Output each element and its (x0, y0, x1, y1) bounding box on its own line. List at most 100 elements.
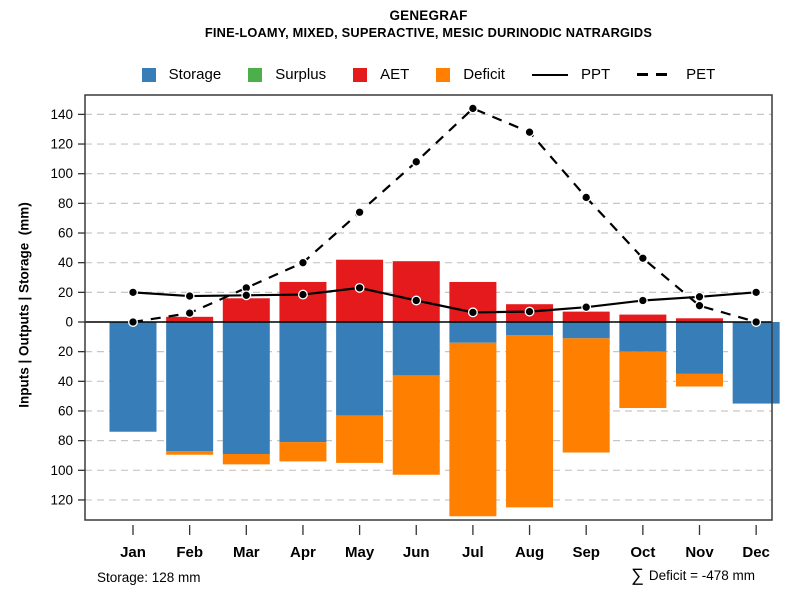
y-tick-label--20: 20 (58, 344, 73, 359)
point-ppt-mar (241, 290, 252, 301)
legend-item-ppt: PPT (531, 66, 611, 83)
plot-border (84, 94, 773, 521)
bar-aet-feb (166, 316, 214, 322)
surplus-swatch-icon (248, 67, 263, 82)
y-tick-label--60: 60 (58, 403, 73, 418)
legend: Storage Surplus AET Deficit PPT PET (85, 66, 772, 83)
title-block: GENEGRAF FINE-LOAMY, MIXED, SUPERACTIVE,… (85, 8, 772, 40)
legend-label-pet: PET (686, 66, 716, 83)
bar-aet-jun (392, 261, 440, 322)
bar-aet-mar (222, 298, 270, 322)
y-tick-label-60: 60 (58, 226, 73, 241)
y-tick-label--120: 120 (50, 492, 73, 507)
bar-deficit-apr (279, 442, 327, 462)
bar-storage-mar (222, 322, 270, 454)
legend-item-deficit: Deficit (436, 66, 505, 83)
bar-storage-oct (619, 322, 667, 352)
point-ppt-jan (128, 287, 138, 298)
chart-title: GENEGRAF (389, 8, 468, 23)
bar-storage-nov (676, 322, 723, 374)
sigma-icon: ∑ (631, 565, 644, 585)
legend-label-aet: AET (380, 66, 410, 83)
point-pet-may (354, 207, 365, 218)
point-pet-aug (524, 127, 535, 138)
point-pet-jul (467, 103, 478, 114)
point-ppt-apr (298, 289, 308, 300)
bar-storage-aug (506, 322, 554, 336)
deficit-sum-text: Deficit = -478 mm (648, 567, 755, 583)
legend-item-surplus: Surplus (248, 66, 326, 83)
x-tick-label-apr: Apr (290, 544, 316, 561)
storage-annotation: Storage: 128 mm (97, 570, 201, 585)
dashed-line-icon (637, 73, 674, 76)
point-ppt-oct (637, 295, 648, 306)
aet-swatch-icon (353, 67, 368, 82)
y-tick-label--80: 80 (58, 433, 73, 448)
x-tick-label-feb: Feb (176, 544, 203, 561)
point-pet-sep (581, 192, 592, 203)
point-pet-oct (637, 253, 648, 264)
bar-deficit-feb (166, 451, 214, 455)
legend-item-pet: PET (637, 66, 715, 83)
bar-deficit-mar (222, 453, 270, 465)
point-ppt-jul (467, 307, 478, 318)
bar-storage-jan (109, 322, 157, 432)
bar-storage-sep (562, 322, 610, 339)
solid-line-icon (531, 73, 568, 76)
bar-deficit-sep (562, 338, 610, 453)
bar-aet-oct (619, 314, 667, 322)
legend-label-surplus: Surplus (275, 66, 327, 83)
x-tick-label-aug: Aug (515, 544, 544, 561)
x-tick-label-jul: Jul (462, 544, 484, 561)
x-tick-label-oct: Oct (630, 544, 655, 561)
point-ppt-nov (694, 291, 705, 302)
y-tick-label--40: 40 (58, 374, 73, 389)
x-tick-label-jan: Jan (120, 544, 146, 561)
bar-storage-jun (392, 322, 440, 376)
point-ppt-may (354, 282, 365, 293)
chart-subtitle: FINE-LOAMY, MIXED, SUPERACTIVE, MESIC DU… (204, 25, 653, 40)
point-ppt-feb (184, 291, 195, 301)
bar-storage-jul (449, 322, 497, 343)
bar-deficit-may (336, 415, 384, 463)
point-ppt-sep (581, 302, 592, 313)
point-ppt-aug (524, 306, 535, 317)
y-tick-label--100: 100 (50, 463, 73, 478)
bar-deficit-jul (449, 342, 497, 517)
point-pet-nov (694, 300, 705, 311)
deficit-swatch-icon (436, 67, 451, 82)
bar-deficit-oct (619, 351, 667, 409)
bar-storage-apr (279, 322, 327, 443)
point-pet-feb (184, 308, 195, 319)
y-tick-label-0: 0 (65, 315, 73, 330)
y-axis-title: Inputs | Outputs | Storage (mm) (16, 202, 32, 408)
point-pet-dec (751, 317, 762, 327)
y-tick-label-140: 140 (50, 107, 73, 122)
x-tick-label-may: May (345, 544, 375, 561)
x-tick-label-dec: Dec (742, 544, 770, 561)
line-pet (132, 107, 757, 324)
bar-aet-nov (676, 318, 723, 322)
y-tick-label-40: 40 (58, 255, 73, 270)
x-tick-label-mar: Mar (233, 544, 260, 561)
bar-storage-feb (166, 322, 214, 452)
line-ppt (132, 286, 757, 314)
point-ppt-dec (751, 287, 762, 298)
bar-deficit-jun (392, 375, 440, 475)
bar-aet-sep (562, 311, 610, 322)
legend-item-storage: Storage (141, 66, 221, 83)
legend-item-aet: AET (353, 66, 409, 83)
bar-deficit-nov (676, 373, 723, 387)
point-pet-jun (411, 156, 422, 167)
point-pet-apr (298, 257, 308, 268)
bar-storage-may (336, 322, 384, 416)
legend-label-ppt: PPT (580, 66, 611, 83)
point-pet-jan (128, 317, 138, 327)
point-ppt-jun (411, 295, 422, 306)
y-tick-label-80: 80 (58, 196, 73, 211)
y-tick-label-20: 20 (58, 285, 73, 300)
x-tick-label-nov: Nov (685, 544, 714, 561)
x-tick-label-jun: Jun (403, 544, 430, 561)
